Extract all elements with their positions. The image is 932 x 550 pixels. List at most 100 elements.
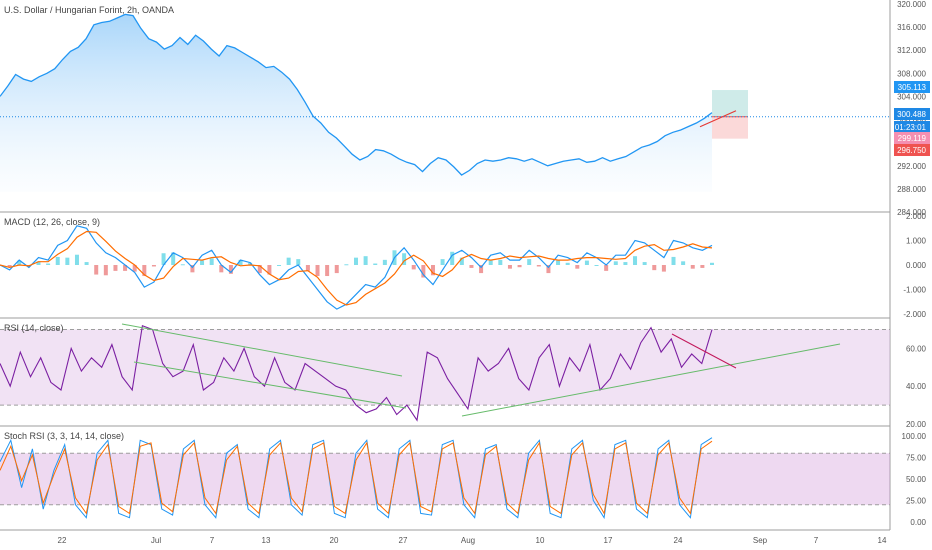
- position-profit-zone: [712, 90, 748, 117]
- macd-histogram-bar: [556, 260, 561, 265]
- macd-histogram-bar: [546, 265, 551, 274]
- macd-tick: -1.000: [903, 286, 926, 295]
- macd-histogram-bar: [142, 265, 147, 277]
- macd-histogram-bar: [421, 265, 426, 278]
- price-pane: [0, 13, 890, 193]
- macd-histogram-bar: [267, 265, 272, 275]
- macd-histogram-bar: [488, 260, 493, 265]
- macd-histogram-bar: [700, 265, 705, 268]
- price-tick: 312.000: [897, 46, 926, 55]
- macd-tick: 1.000: [906, 237, 927, 246]
- macd-histogram-bar: [440, 259, 445, 265]
- macd-histogram-bar: [469, 265, 474, 268]
- price-tick: 320.000: [897, 0, 926, 9]
- macd-histogram-bar: [536, 265, 541, 267]
- price-tick: 288.000: [897, 185, 926, 194]
- price-tick: 304.000: [897, 92, 926, 101]
- macd-histogram-bar: [200, 260, 205, 265]
- macd-histogram-bar: [315, 265, 320, 277]
- price-label: 305.113: [898, 83, 927, 92]
- macd-histogram-bar: [74, 254, 79, 265]
- price-label-box: [894, 132, 930, 144]
- macd-histogram-bar: [507, 265, 512, 269]
- stoch-tick: 25.00: [906, 497, 927, 506]
- macd-histogram-bar: [613, 261, 618, 265]
- macd-histogram-bar: [113, 265, 118, 271]
- time-tick: 13: [262, 536, 271, 545]
- rsi-label: RSI (14, close): [4, 323, 64, 333]
- price-tick: 292.000: [897, 162, 926, 171]
- stoch-tick: 0.00: [910, 518, 926, 527]
- macd-histogram-bar: [584, 260, 589, 265]
- rsi-band-fill: [0, 329, 890, 406]
- time-tick: Aug: [461, 536, 475, 545]
- macd-histogram-bar: [430, 265, 435, 276]
- stoch-tick: 75.00: [906, 454, 927, 463]
- macd-histogram-bar: [228, 265, 233, 274]
- macd-histogram-bar: [479, 265, 484, 274]
- macd-histogram-bar: [277, 265, 282, 266]
- macd-histogram-bar: [450, 251, 455, 265]
- price-tick: 300.000: [897, 116, 926, 125]
- stoch-tick: 100.00: [902, 432, 927, 441]
- macd-histogram-bar: [248, 262, 253, 265]
- macd-histogram-bar: [334, 265, 339, 274]
- macd-histogram-bar: [94, 265, 99, 275]
- macd-histogram-bar: [690, 265, 695, 269]
- macd-histogram-bar: [55, 256, 60, 265]
- rsi-pane: [0, 323, 890, 422]
- macd-histogram-bar: [257, 265, 262, 274]
- price-label-box: [894, 81, 930, 93]
- macd-histogram-bar: [151, 265, 156, 267]
- rsi-trendline: [121, 323, 403, 377]
- macd-histogram-bar: [17, 260, 22, 265]
- price-line: [0, 13, 713, 176]
- macd-histogram-bar: [604, 265, 609, 271]
- time-tick: Jul: [151, 536, 161, 545]
- macd-signal-line: [0, 230, 713, 306]
- macd-histogram-bar: [642, 262, 647, 265]
- macd-histogram-bar: [132, 265, 137, 272]
- price-label: 01:23:01: [895, 123, 927, 132]
- macd-histogram-bar: [411, 265, 416, 270]
- macd-histogram-bar: [681, 261, 686, 265]
- macd-histogram-bar: [382, 259, 387, 265]
- stoch-tick: 50.00: [906, 475, 927, 484]
- macd-tick: 0.000: [906, 261, 927, 270]
- macd-histogram-bar: [171, 252, 176, 265]
- macd-label: MACD (12, 26, close, 9): [4, 217, 100, 227]
- price-label-box: [894, 108, 930, 120]
- macd-histogram-bar: [498, 259, 503, 265]
- price-area: [0, 14, 712, 193]
- macd-histogram-bar: [575, 265, 580, 269]
- position-loss-zone: [712, 116, 748, 139]
- rsi-tick: 60.00: [906, 344, 927, 353]
- macd-histogram-bar: [623, 262, 628, 265]
- macd-histogram-bar: [652, 265, 657, 271]
- macd-histogram-bar: [373, 263, 378, 265]
- macd-histogram-bar: [190, 265, 195, 273]
- position-arrow: [699, 110, 737, 128]
- macd-histogram-bar: [710, 262, 714, 265]
- price-label-box: [894, 121, 930, 133]
- macd-histogram-bar: [565, 262, 570, 265]
- time-tick: Sep: [753, 536, 768, 545]
- macd-histogram-bar: [103, 265, 108, 276]
- macd-histogram-bar: [671, 256, 676, 265]
- macd-histogram-bar: [354, 257, 358, 265]
- stoch-label: Stoch RSI (3, 3, 14, 14, close): [4, 431, 124, 441]
- stoch-d-line: [0, 440, 713, 515]
- macd-histogram-bar: [46, 263, 51, 265]
- macd-histogram-bar: [459, 257, 464, 265]
- macd-tick: -2.000: [903, 310, 926, 319]
- price-tick: 316.000: [897, 23, 926, 32]
- macd-histogram-bar: [402, 253, 407, 265]
- rsi-trendline: [133, 361, 407, 409]
- axes: 320.000 316.000 312.000 308.000 304.000 300.0…: [58, 0, 930, 545]
- macd-histogram-bar: [238, 259, 243, 265]
- price-label-box: [894, 144, 930, 156]
- macd-histogram-bar: [209, 258, 214, 265]
- rsi-trendline: [461, 343, 841, 417]
- macd-histogram-bar: [65, 257, 70, 265]
